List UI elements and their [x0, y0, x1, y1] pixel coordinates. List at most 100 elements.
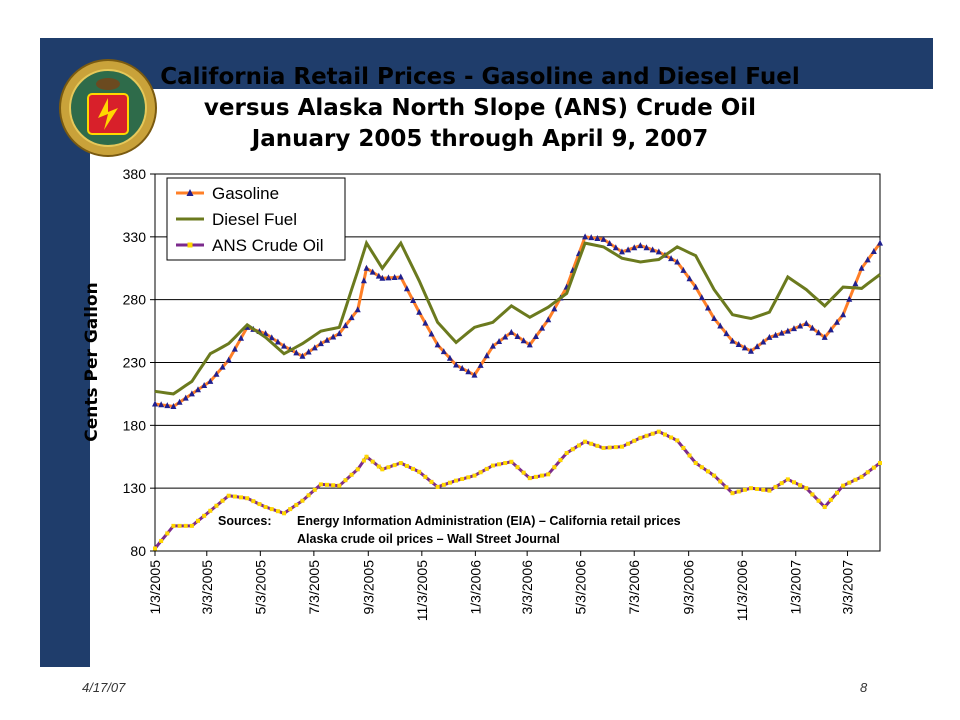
crude-oil-point [705, 469, 710, 474]
gasoline-point [877, 239, 883, 246]
gasoline-point [403, 285, 410, 292]
gasoline-point [379, 274, 386, 281]
crude-oil-point [730, 491, 735, 496]
gasoline-point [440, 348, 447, 355]
crude-oil-point [423, 474, 428, 479]
x-tick-label: 7/3/2006 [626, 560, 642, 615]
gasoline-point [514, 333, 521, 340]
crude-oil-point [564, 450, 569, 455]
crude-oil-point [171, 523, 176, 528]
crude-oil-point [226, 493, 231, 498]
crude-oil-point [232, 494, 237, 499]
crude-oil-point [650, 431, 655, 436]
crude-oil-point [376, 464, 381, 469]
gasoline-point [760, 338, 767, 345]
crude-oil-point [472, 473, 477, 478]
crude-oil-point [189, 523, 194, 528]
gasoline-point [852, 280, 859, 287]
gasoline-point [655, 248, 662, 255]
crude-oil-point [460, 476, 465, 481]
crude-oil-point [478, 470, 483, 475]
crude-oil-point [294, 502, 299, 507]
x-tick-label: 1/3/2007 [788, 560, 804, 615]
gasoline-point [164, 402, 171, 409]
gasoline-point [809, 324, 816, 331]
gasoline-point [281, 342, 288, 349]
crude-oil-point [552, 465, 557, 470]
crude-oil-point [263, 505, 268, 510]
crude-oil-point [515, 465, 520, 470]
gasoline-point [588, 234, 595, 241]
gasoline-point [582, 233, 589, 240]
crude-oil-point [159, 538, 164, 543]
gasoline-point [428, 330, 435, 337]
crude-oil-point [644, 433, 649, 438]
gasoline-point [176, 398, 183, 405]
gasoline-point [201, 382, 208, 389]
crude-oil-point [398, 461, 403, 466]
crude-oil-point [878, 461, 882, 466]
x-tick-label: 11/3/2006 [734, 560, 750, 621]
crude-oil-point [386, 465, 391, 470]
gasoline-point [225, 356, 232, 363]
crude-oil-point [251, 499, 256, 504]
gasoline-point [369, 268, 376, 275]
gasoline-point [600, 235, 607, 242]
crude-oil-point [269, 507, 274, 512]
crude-oil-point [521, 470, 526, 475]
crude-oil-point [859, 474, 864, 479]
gasoline-point [723, 330, 730, 337]
y-axis-label: Cents Per Gallon [82, 282, 102, 441]
gasoline-point [231, 345, 238, 352]
crude-oil-point [601, 445, 606, 450]
title-line-2: versus Alaska North Slope (ANS) Crude Oi… [203, 95, 757, 121]
crude-oil-point [853, 477, 858, 482]
crude-oil-point [810, 492, 815, 497]
x-tick-label: 7/3/2005 [306, 560, 322, 615]
gasoline-point [268, 334, 275, 341]
gasoline-point [317, 340, 324, 347]
gasoline-point [152, 400, 158, 407]
crude-oil-point [546, 472, 551, 477]
crude-oil-point [791, 480, 796, 485]
crude-oil-point [773, 484, 778, 489]
gasoline-point [612, 244, 619, 251]
ans-crude-oil-series [153, 429, 882, 551]
gasoline-point [674, 258, 681, 265]
gasoline-point [348, 314, 355, 321]
crude-oil-point [208, 508, 213, 513]
gasoline-point [336, 330, 343, 337]
x-tick-label: 5/3/2006 [573, 560, 589, 615]
crude-oil-point [484, 466, 489, 471]
gasoline-point [840, 311, 847, 318]
y-tick-label: 280 [123, 292, 147, 308]
legend-label: ANS Crude Oil [212, 236, 323, 255]
crude-oil-point [804, 486, 809, 491]
crude-oil-point [761, 487, 766, 492]
gasoline-point [158, 401, 165, 408]
gasoline-point [465, 368, 472, 375]
gasoline-point [299, 352, 306, 359]
crude-oil-point [183, 523, 188, 528]
gasoline-point [453, 361, 460, 368]
gasoline-point [545, 316, 552, 323]
crude-oil-point [239, 495, 244, 500]
crude-oil-point [865, 470, 870, 475]
gasoline-point [643, 244, 650, 251]
gasoline-point [182, 394, 189, 401]
crude-oil-point [638, 435, 643, 440]
crude-oil-point [417, 469, 422, 474]
crude-oil-point [509, 459, 514, 464]
crude-oil-point [570, 447, 575, 452]
slide-date: 4/17/07 [82, 680, 126, 695]
crude-oil-point [349, 472, 354, 477]
crude-oil-point [847, 480, 852, 485]
legend-marker [187, 242, 193, 248]
gasoline-point [625, 246, 632, 253]
gasoline-point [717, 322, 724, 329]
x-tick-label: 9/3/2006 [681, 560, 697, 615]
crude-oil-point [632, 438, 637, 443]
crude-oil-point [364, 454, 369, 459]
crude-oil-point [361, 458, 366, 463]
crude-oil-point [490, 463, 495, 468]
